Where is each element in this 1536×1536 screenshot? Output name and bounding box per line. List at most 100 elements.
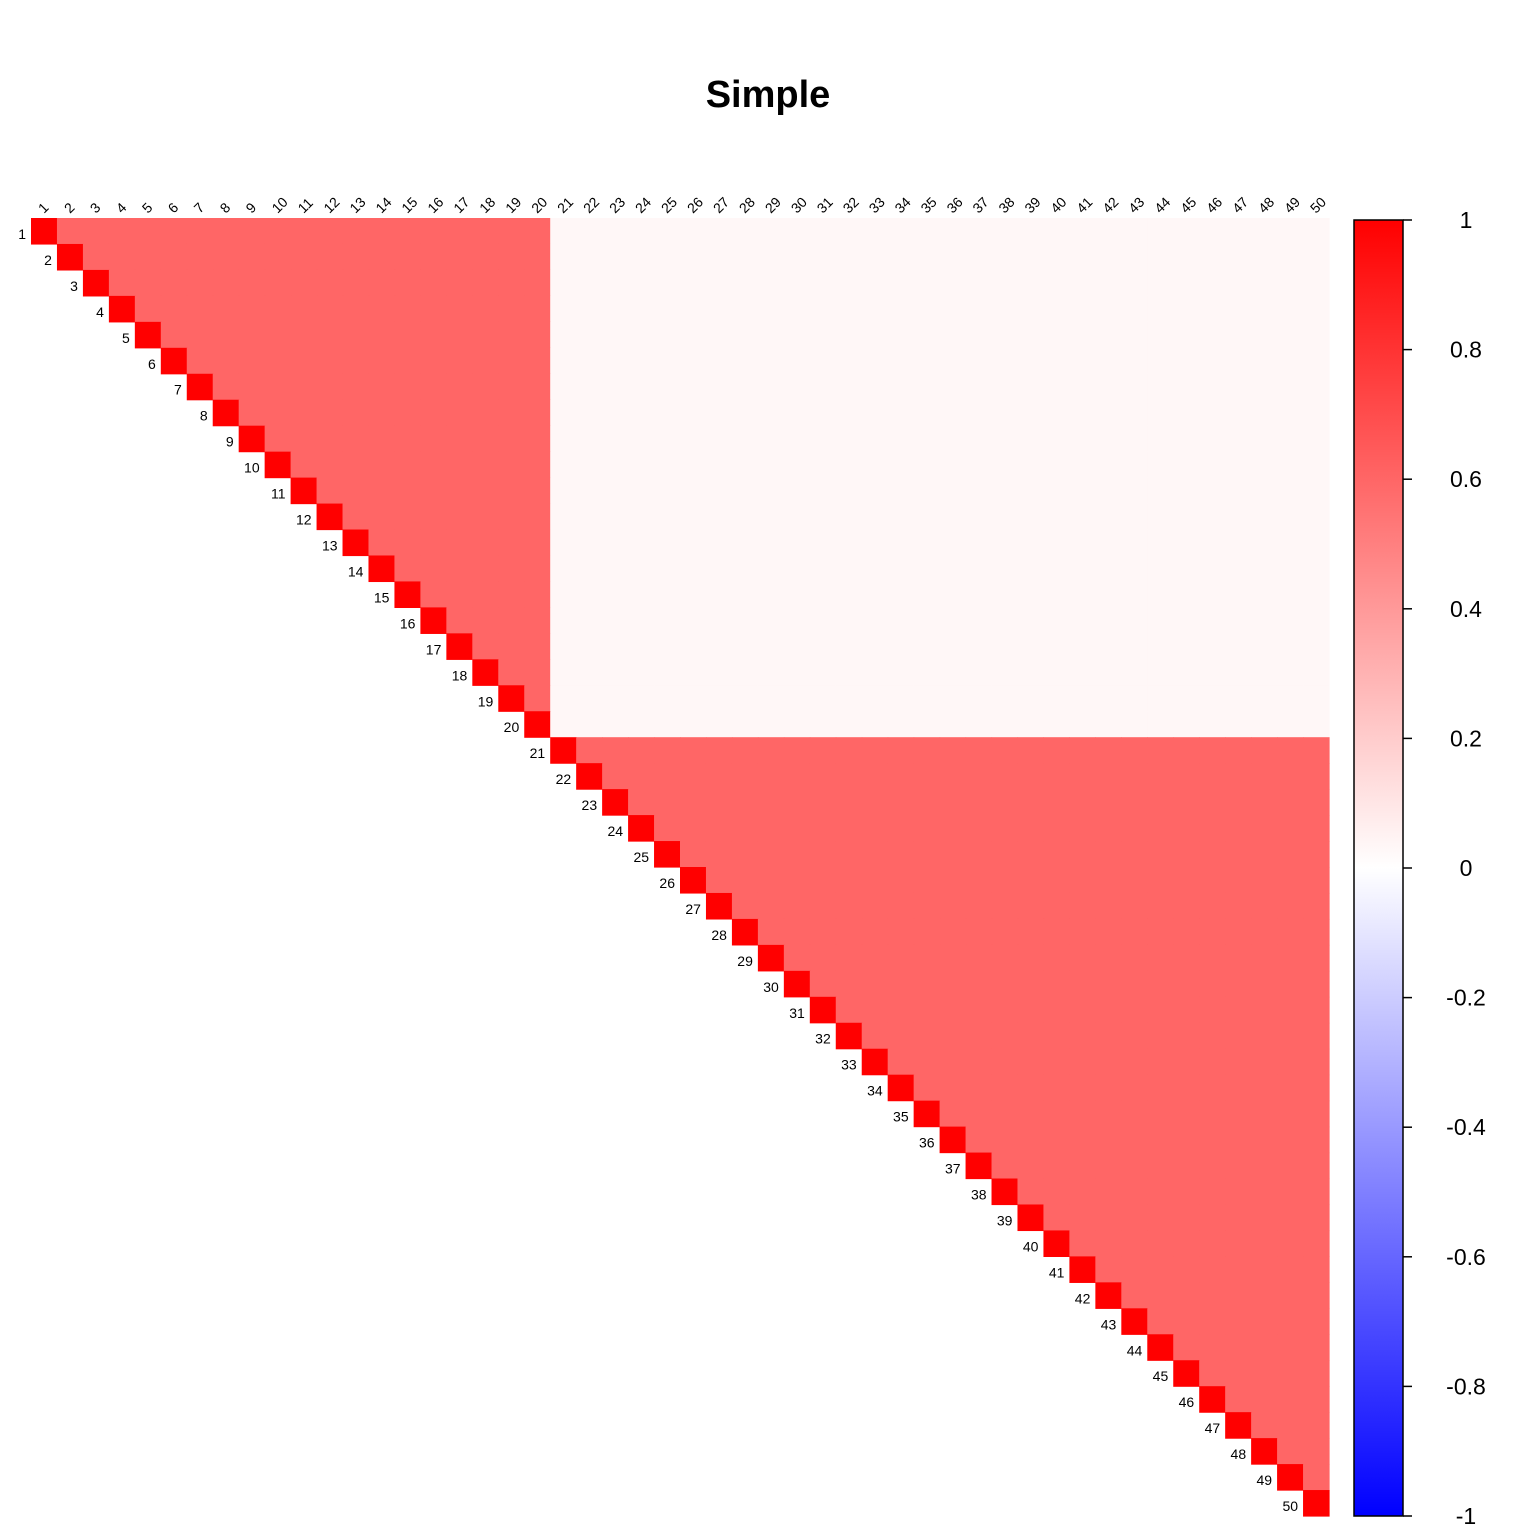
heatmap-cell <box>1225 477 1252 505</box>
heatmap-cell <box>1251 1152 1278 1180</box>
heatmap-cell <box>1303 218 1330 245</box>
heatmap-cell <box>887 451 915 479</box>
heatmap-cell <box>1251 477 1278 505</box>
heatmap-cell <box>809 555 837 583</box>
heatmap-cell <box>628 555 655 583</box>
heatmap-cell <box>757 763 785 790</box>
heatmap-cell <box>705 607 733 634</box>
heatmap-cell <box>913 659 941 686</box>
heatmap-cell <box>472 555 499 583</box>
heatmap-cell <box>1199 581 1226 608</box>
heatmap-cell <box>1121 477 1148 505</box>
heatmap-cell <box>783 944 811 972</box>
heatmap-cell <box>809 269 837 297</box>
heatmap-cell <box>1069 659 1096 686</box>
heatmap-cell <box>602 581 629 608</box>
heatmap-cell <box>1147 1152 1174 1180</box>
heatmap-cell <box>1199 321 1226 349</box>
heatmap-cell <box>394 555 421 583</box>
heatmap-cell <box>654 347 681 375</box>
colorbar-tick-label: 0.2 <box>1450 725 1482 751</box>
heatmap-cell <box>939 529 967 557</box>
heatmap-cell <box>654 503 681 531</box>
heatmap-cell <box>576 529 603 557</box>
heatmap-cell <box>1095 425 1122 453</box>
heatmap-cell <box>861 892 889 920</box>
heatmap-cell <box>238 243 266 271</box>
row-label: 20 <box>504 719 520 735</box>
heatmap-cell <box>1277 996 1304 1024</box>
heatmap-cell <box>316 269 344 297</box>
heatmap-cell <box>991 1048 1019 1076</box>
heatmap-cell <box>238 218 266 245</box>
column-label: 49 <box>1281 194 1303 216</box>
heatmap-cell <box>342 451 370 479</box>
heatmap-cell <box>654 711 681 738</box>
heatmap-cell <box>1121 373 1148 401</box>
heatmap-cell <box>731 789 759 816</box>
heatmap-cell <box>1303 685 1330 712</box>
heatmap-cell <box>809 711 837 738</box>
heatmap-cell <box>1095 1048 1122 1076</box>
heatmap-cell <box>1251 659 1278 686</box>
heatmap-cell <box>913 918 941 946</box>
colorbar-ticks: 1 0.8 0.6 0.4 0.2 0 -0.2 -0.4 -0.6 -0.8 -1 <box>1403 207 1486 1529</box>
heatmap-cell <box>628 321 655 349</box>
heatmap-cell <box>965 1100 993 1128</box>
heatmap-cell <box>680 321 707 349</box>
heatmap-cell <box>368 451 396 479</box>
column-label: 2 <box>61 199 78 216</box>
heatmap-cell <box>342 243 370 271</box>
heatmap-cell <box>1303 1152 1330 1180</box>
heatmap-cell <box>446 269 473 297</box>
heatmap-cell <box>965 218 993 245</box>
heatmap-cell <box>238 269 266 297</box>
heatmap-cell <box>757 815 785 842</box>
heatmap-cell <box>1277 451 1304 479</box>
heatmap-cell <box>524 477 551 505</box>
heatmap-cell <box>783 659 811 686</box>
heatmap-cell <box>887 243 915 271</box>
heatmap-cell <box>1173 529 1200 557</box>
heatmap-cell <box>1251 243 1278 271</box>
heatmap-cell <box>1277 1152 1304 1180</box>
heatmap-cell <box>1147 1022 1174 1050</box>
heatmap-cell <box>1277 1334 1304 1361</box>
heatmap-cell <box>1147 218 1174 245</box>
diagonal-cell <box>342 529 370 557</box>
heatmap-cell <box>731 477 759 505</box>
heatmap-cell <box>1069 477 1096 505</box>
column-label: 47 <box>1229 194 1251 216</box>
heatmap-cell <box>1303 1282 1330 1309</box>
heatmap-cell <box>1069 1022 1096 1050</box>
heatmap-cell <box>212 295 240 323</box>
heatmap-cell <box>108 269 136 297</box>
heatmap-cell <box>550 269 577 297</box>
heatmap-cell <box>1095 970 1122 998</box>
diagonal-cell <box>965 1152 993 1180</box>
row-label: 38 <box>971 1187 987 1203</box>
heatmap-cell <box>680 607 707 634</box>
heatmap-cell <box>1121 555 1148 583</box>
heatmap-cell <box>887 503 915 531</box>
heatmap-cell <box>1251 529 1278 557</box>
heatmap-cell <box>1017 555 1045 583</box>
heatmap-cell <box>420 425 447 453</box>
heatmap-cell <box>939 451 967 479</box>
heatmap-cell <box>913 581 941 608</box>
heatmap-cell <box>939 607 967 634</box>
heatmap-cell <box>861 633 889 660</box>
column-label: 7 <box>191 199 208 216</box>
heatmap-cell <box>731 399 759 427</box>
heatmap-cell <box>1017 373 1045 401</box>
heatmap-cell <box>887 269 915 297</box>
diagonal-cell <box>186 373 214 401</box>
heatmap-cell <box>1303 633 1330 660</box>
heatmap-cell <box>965 1048 993 1076</box>
heatmap-cell <box>1147 295 1174 323</box>
column-label: 10 <box>268 194 290 216</box>
heatmap-cell <box>705 659 733 686</box>
heatmap-cell <box>731 685 759 712</box>
heatmap-cell <box>1225 685 1252 712</box>
heatmap-cell <box>887 347 915 375</box>
